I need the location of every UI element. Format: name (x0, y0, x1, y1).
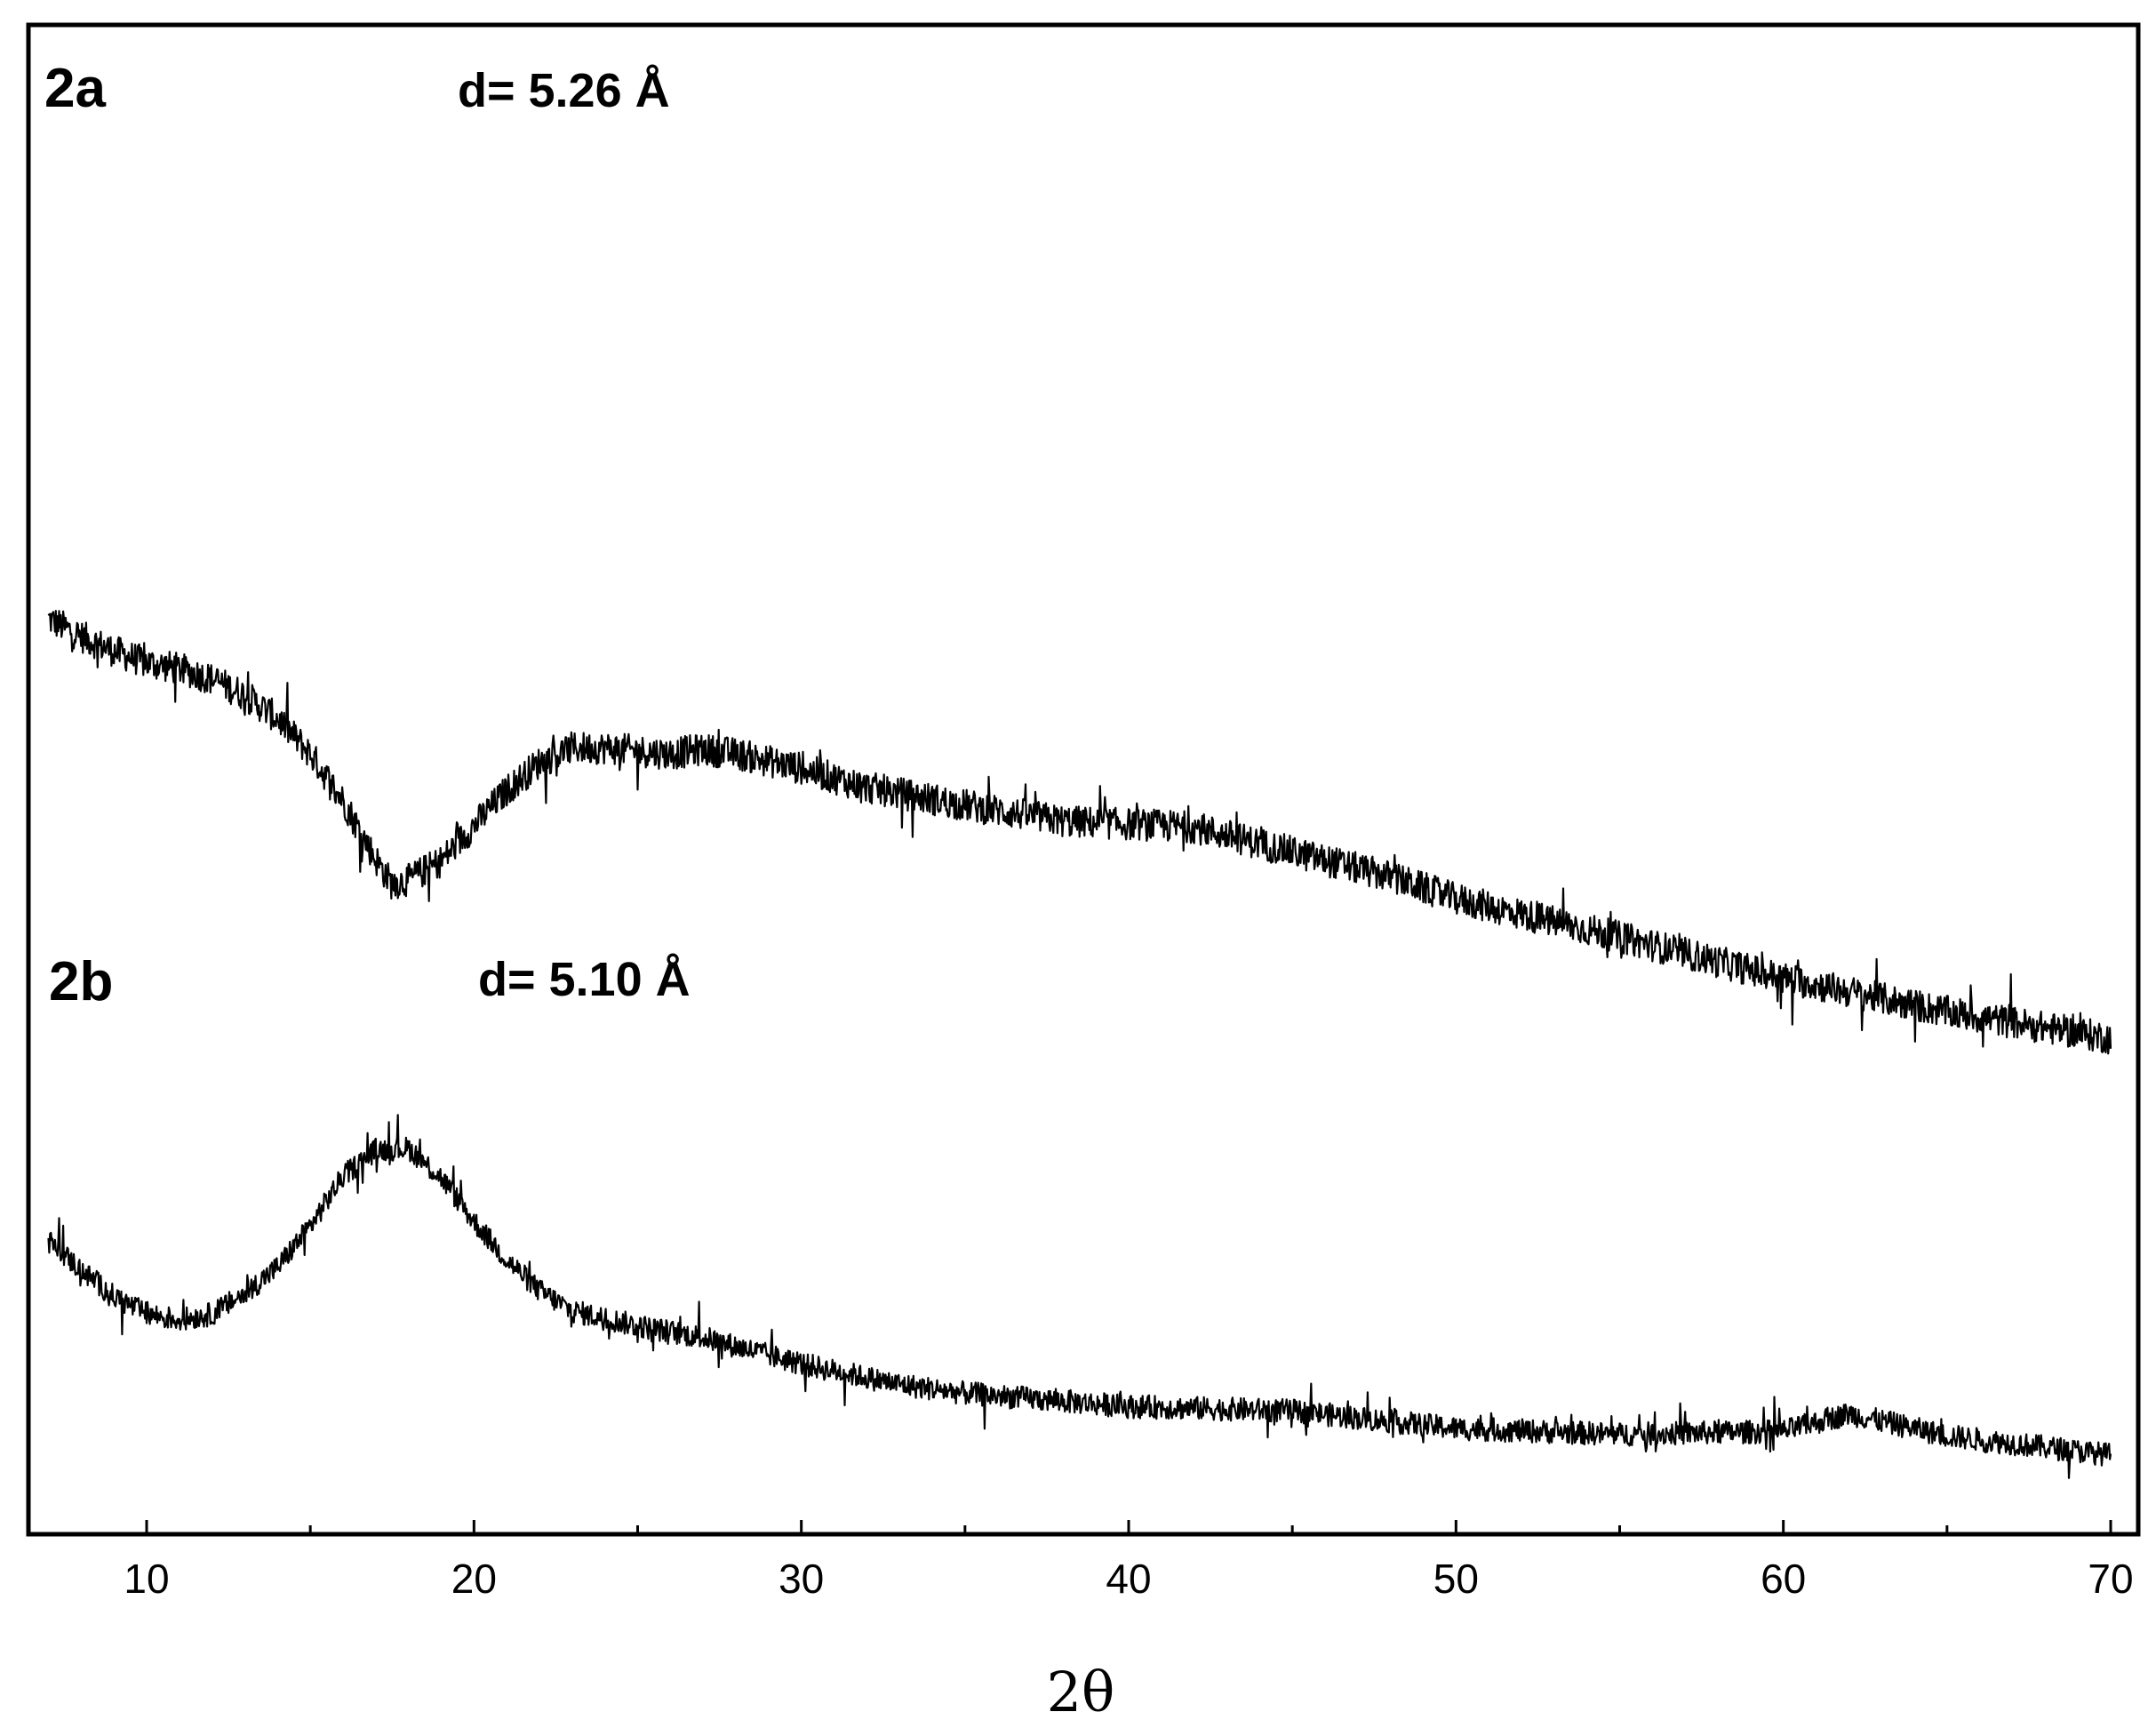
series-line-2a (47, 610, 2112, 1055)
x-tick-label-60: 60 (1761, 1556, 1806, 1602)
annotation-2b: d= 5.10 Å (478, 953, 691, 1006)
x-axis-label: 2θ (1047, 1660, 1115, 1724)
x-tick-label-20: 20 (451, 1556, 497, 1602)
x-tick-label-40: 40 (1106, 1556, 1151, 1602)
x-axis-ticks (145, 1520, 2112, 1534)
x-tick-label-50: 50 (1433, 1556, 1479, 1602)
x-axis-tick-labels: 10 20 30 40 50 60 70 (124, 1556, 2133, 1602)
plot-frame (26, 22, 2141, 1537)
x-tick-label-70: 70 (2088, 1556, 2133, 1602)
panel-label-2b: 2b (49, 951, 113, 1012)
series-traces (47, 610, 2112, 1479)
annotation-2a: d= 5.26 Å (458, 64, 670, 117)
x-tick-label-10: 10 (124, 1556, 169, 1602)
x-tick-label-30: 30 (779, 1556, 824, 1602)
panel-label-2a: 2a (44, 58, 106, 119)
series-line-2b (47, 1114, 2112, 1479)
